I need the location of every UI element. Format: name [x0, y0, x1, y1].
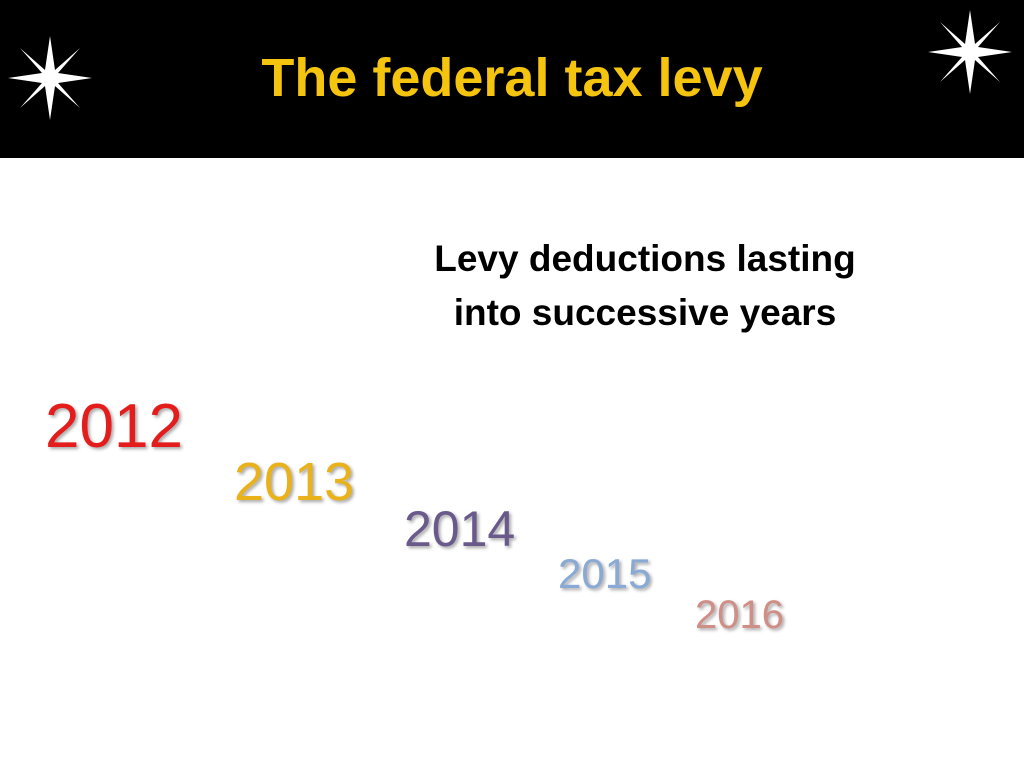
- star-decorations: [8, 10, 1012, 120]
- slide-title: The federal tax levy: [261, 48, 763, 108]
- subtitle-line: Levy deductions lasting: [434, 238, 856, 279]
- subtitle-line: into successive years: [453, 292, 837, 333]
- year-label: 2014: [404, 501, 516, 557]
- year-label: 2012: [45, 392, 183, 461]
- year-label: 2016: [695, 593, 784, 637]
- header-bar: The federal tax levy: [0, 0, 1024, 158]
- star: [8, 36, 92, 120]
- year-label: 2015: [558, 550, 652, 597]
- year-label: 2013: [234, 452, 355, 512]
- subtitle: Levy deductions lasting into successive …: [360, 232, 930, 340]
- star: [928, 10, 1012, 94]
